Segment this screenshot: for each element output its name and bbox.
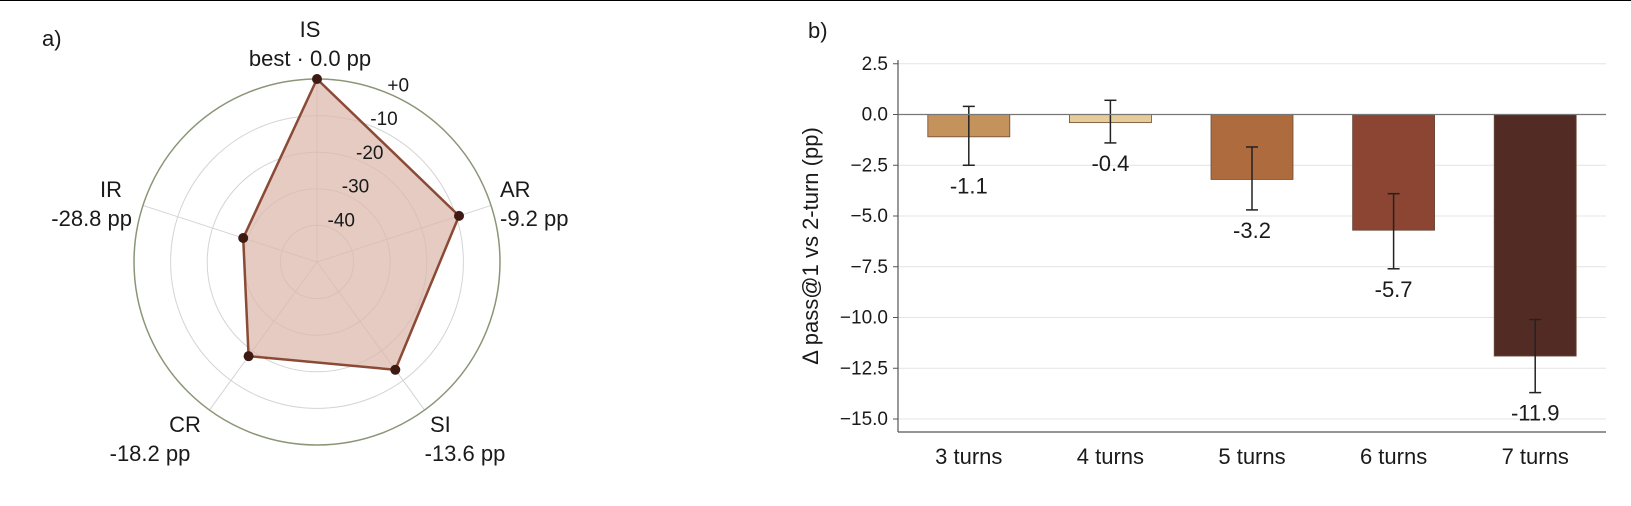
- radar-axis-value-ir: -28.8 pp: [51, 206, 132, 231]
- bar-category-label: 4 turns: [1077, 444, 1144, 469]
- panel-b-label: b): [808, 18, 828, 43]
- radar-ring-tick-label: -10: [370, 109, 397, 130]
- radar-axis-name-is: IS: [300, 17, 321, 42]
- bar-category-label: 7 turns: [1502, 444, 1569, 469]
- bar-ytick-label: 0.0: [862, 105, 888, 126]
- radar-data-polygon: [241, 77, 461, 372]
- radar-ring-tick-label: -30: [342, 177, 369, 198]
- bar-value-label: -3.2: [1233, 218, 1271, 243]
- radar-axis-value-is: best · 0.0 pp: [249, 46, 371, 71]
- radar-point-si: [390, 364, 401, 375]
- bar-category-label: 5 turns: [1218, 444, 1285, 469]
- radar-ring-tick-label: +0: [387, 75, 409, 96]
- bar-value-label: -5.7: [1375, 277, 1413, 302]
- radar-axis-value-ar: -9.2 pp: [500, 206, 569, 231]
- bar-value-label: -1.1: [950, 173, 988, 198]
- radar-ring-tick-label: -40: [328, 210, 355, 231]
- radar-axis-name-si: SI: [430, 412, 451, 437]
- bar-ytick-label: −5.0: [850, 206, 888, 227]
- radar-point-is: [312, 74, 322, 84]
- bar-ytick-label: −2.5: [850, 155, 888, 176]
- bar-chart: 2.5 0.0 −2.5 −5.0 −7.5 −10.0 −12.5 −15.0 Δ pass@…: [798, 54, 1606, 469]
- radar-axis-name-ar: AR: [500, 177, 531, 202]
- radar-point-cr: [243, 351, 254, 362]
- bar-category-label: 6 turns: [1360, 444, 1427, 469]
- bar-ytick-label: −7.5: [850, 257, 888, 278]
- bar-ytick-label: 2.5: [862, 54, 888, 75]
- radar-axis-value-si: -13.6 pp: [425, 441, 506, 466]
- bar-ytick-label: −12.5: [840, 358, 888, 379]
- top-border-line: [0, 0, 1631, 1]
- bar-y-axis-label: Δ pass@1 vs 2-turn (pp): [798, 127, 823, 365]
- bar-ytick-label: −10.0: [840, 308, 888, 329]
- bar-ytick-label: −15.0: [840, 409, 888, 430]
- radar-axis-name-cr: CR: [169, 412, 201, 437]
- radar-point-ir: [238, 233, 249, 244]
- radar-chart: +0 -10 -20 -30 -40 IS best · 0.0 pp AR -9.2 pp SI…: [51, 17, 568, 466]
- bar-value-label: -0.4: [1091, 151, 1129, 176]
- radar-axis-value-cr: -18.2 pp: [110, 441, 191, 466]
- panel-a-label: a): [42, 26, 62, 51]
- radar-point-ar: [454, 210, 465, 221]
- bar-category-label: 3 turns: [935, 444, 1002, 469]
- bar-value-label: -11.9: [1511, 401, 1560, 426]
- radar-axis-name-ir: IR: [100, 177, 122, 202]
- radar-ring-tick-label: -20: [356, 143, 383, 164]
- bar-7-turns: [1493, 114, 1577, 357]
